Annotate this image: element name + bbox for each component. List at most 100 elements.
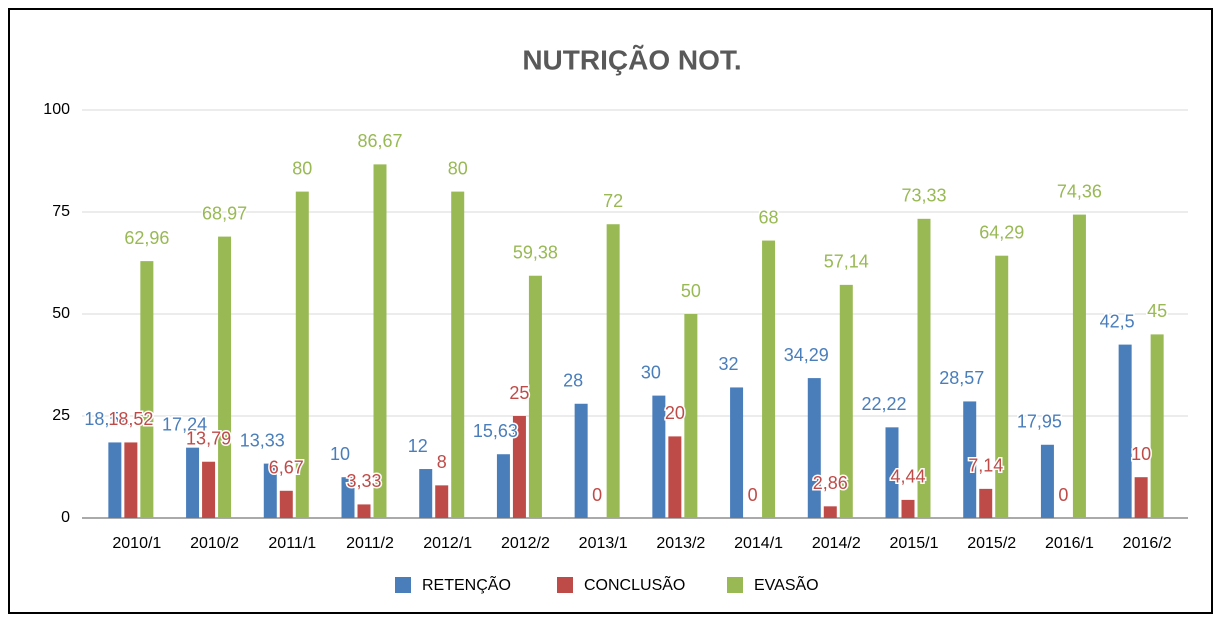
bar: [1134, 477, 1148, 518]
data-label: 10: [330, 444, 350, 464]
bar: [995, 255, 1009, 519]
x-tick-label: 2012/1: [423, 535, 472, 552]
legend-swatch: [557, 577, 573, 593]
bar: [606, 224, 620, 519]
bar: [839, 284, 853, 518]
x-tick-label: 2016/1: [1045, 535, 1094, 552]
bar: [807, 378, 821, 518]
data-label: 86,67: [357, 131, 402, 151]
x-tick-label: 2014/2: [812, 535, 861, 552]
bar: [341, 477, 355, 518]
bar: [963, 401, 977, 518]
x-tick-label: 2015/1: [890, 535, 939, 552]
bar: [1040, 444, 1054, 518]
data-label: 28: [563, 371, 583, 391]
bar: [917, 218, 931, 518]
data-label: 0: [748, 485, 758, 505]
chart-title: NUTRIÇÃO NOT.: [522, 44, 741, 75]
bar: [373, 164, 387, 518]
data-label: 0: [592, 485, 602, 505]
bar: [1072, 214, 1086, 518]
x-tick-label: 2010/2: [190, 535, 239, 552]
bar: [979, 488, 993, 518]
bar: [451, 191, 465, 518]
bar: [668, 436, 682, 518]
data-label: 59,38: [513, 242, 558, 262]
bar: [218, 236, 232, 518]
bar: [263, 463, 277, 518]
bar: [730, 387, 744, 518]
bar: [108, 442, 122, 518]
data-label: 20: [665, 403, 685, 423]
legend-swatch: [395, 577, 411, 593]
x-tick-label: 2015/2: [967, 535, 1016, 552]
data-label: 7,14: [968, 456, 1003, 476]
bar: [279, 490, 293, 518]
data-label: 2,86: [813, 473, 848, 493]
bar: [823, 506, 837, 518]
x-tick-label: 2010/1: [112, 535, 161, 552]
data-label: 3,33: [346, 471, 381, 491]
y-tick-label: 50: [52, 305, 70, 322]
bar: [186, 447, 200, 518]
bar: [496, 454, 510, 518]
data-label: 42,5: [1100, 311, 1135, 331]
data-label: 18,52: [108, 409, 153, 429]
bar: [512, 416, 526, 518]
x-tick-label: 2013/1: [579, 535, 628, 552]
x-tick-label: 2012/2: [501, 535, 550, 552]
data-label: 28,57: [939, 368, 984, 388]
y-tick-label: 75: [52, 203, 70, 220]
data-label: 68: [759, 207, 779, 227]
data-label: 15,63: [473, 421, 518, 441]
x-tick-label: 2014/1: [734, 535, 783, 552]
bar: [652, 395, 666, 518]
data-label: 74,36: [1057, 181, 1102, 201]
bar: [762, 240, 776, 518]
x-tick-label: 2013/2: [656, 535, 705, 552]
data-label: 18,52: [84, 409, 129, 429]
bar: [435, 485, 449, 518]
data-label: 25: [509, 383, 529, 403]
data-label: 34,29: [784, 345, 829, 365]
data-label: 17,95: [1017, 412, 1062, 432]
bar: [124, 442, 138, 518]
bar: [885, 427, 899, 518]
legend-label: EVASÃO: [754, 574, 819, 594]
bar: [140, 261, 154, 518]
data-label: 62,96: [124, 228, 169, 248]
bar: [419, 469, 433, 518]
data-label: 80: [448, 158, 468, 178]
bar: [574, 403, 588, 518]
y-tick-label: 100: [43, 101, 70, 118]
data-label: 8: [437, 452, 447, 472]
bar: [202, 461, 216, 518]
data-label: 50: [681, 281, 701, 301]
bar: [528, 275, 542, 518]
bar: [1150, 334, 1164, 518]
data-label: 72: [603, 191, 623, 211]
data-label: 6,67: [269, 458, 304, 478]
data-label: 57,14: [824, 252, 869, 272]
legend-swatch: [727, 577, 743, 593]
data-label: 13,33: [240, 430, 285, 450]
data-label: 13,79: [186, 428, 231, 448]
data-label: 68,97: [202, 203, 247, 223]
data-label: 73,33: [901, 186, 946, 206]
data-label: 45: [1147, 301, 1167, 321]
bar: [357, 504, 371, 518]
data-label: 64,29: [979, 222, 1024, 242]
bar: [684, 314, 698, 518]
bar: [295, 191, 309, 518]
data-label: 22,22: [861, 394, 906, 414]
x-tick-label: 2011/2: [346, 535, 394, 552]
data-label: 32: [719, 354, 739, 374]
legend-label: CONCLUSÃO: [584, 574, 685, 594]
data-label: 30: [641, 362, 661, 382]
legend-label: RETENÇÃO: [422, 574, 511, 594]
x-tick-label: 2011/1: [268, 535, 316, 552]
data-label: 0: [1058, 485, 1068, 505]
data-label: 4,44: [890, 467, 925, 487]
data-label: 12: [408, 436, 428, 456]
